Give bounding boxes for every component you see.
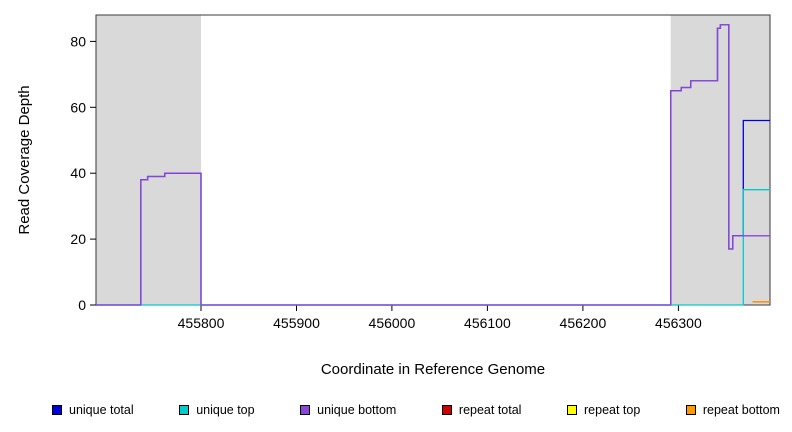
y-tick-label: 20 [70, 231, 86, 247]
legend-swatch-unique-total [52, 405, 62, 415]
legend-swatch-repeat-bottom [685, 405, 696, 415]
y-tick-label: 0 [78, 297, 86, 313]
legend-item-repeat-top: repeat top [567, 403, 640, 417]
legend-label: unique bottom [317, 403, 397, 417]
legend-item-unique-total: unique total [52, 403, 134, 417]
x-tick-label: 456100 [464, 315, 511, 331]
x-axis-title: Coordinate in Reference Genome [321, 361, 545, 378]
left-repeat-region [96, 15, 201, 305]
x-tick-label: 456000 [369, 315, 416, 331]
y-tick-label: 80 [70, 33, 86, 49]
chart-legend: unique total unique top unique bottom repea… [0, 396, 792, 424]
legend-swatch-repeat-top [567, 405, 577, 415]
legend-item-repeat-bottom: repeat bottom [685, 403, 780, 417]
y-tick-label: 40 [70, 165, 86, 181]
legend-item-unique-bottom: unique bottom [300, 403, 396, 417]
legend-swatch-repeat-total [441, 405, 452, 415]
legend-label: unique total [69, 403, 134, 417]
x-tick-label: 456300 [655, 315, 702, 331]
x-tick-label: 455900 [273, 315, 320, 331]
legend-swatch-unique-bottom [300, 405, 311, 415]
legend-label: unique top [196, 403, 255, 417]
legend-swatch-unique-top [179, 405, 190, 415]
legend-label: repeat bottom [702, 403, 780, 417]
series-unique-bottom [96, 24, 770, 306]
legend-label: repeat total [458, 403, 522, 417]
right-repeat-region [670, 15, 770, 305]
coverage-chart: 455800 455900 456000 456100 456200 456300 0 20 4… [16, 14, 771, 378]
legend-item-unique-top: unique top [179, 403, 255, 417]
y-axis-title: Read Coverage Depth [16, 85, 33, 234]
legend-item-repeat-total: repeat total [441, 403, 522, 417]
y-tick-label: 60 [70, 99, 86, 115]
x-tick-label: 455800 [178, 315, 225, 331]
legend-label: repeat top [584, 403, 641, 417]
x-tick-label: 456200 [560, 315, 607, 331]
